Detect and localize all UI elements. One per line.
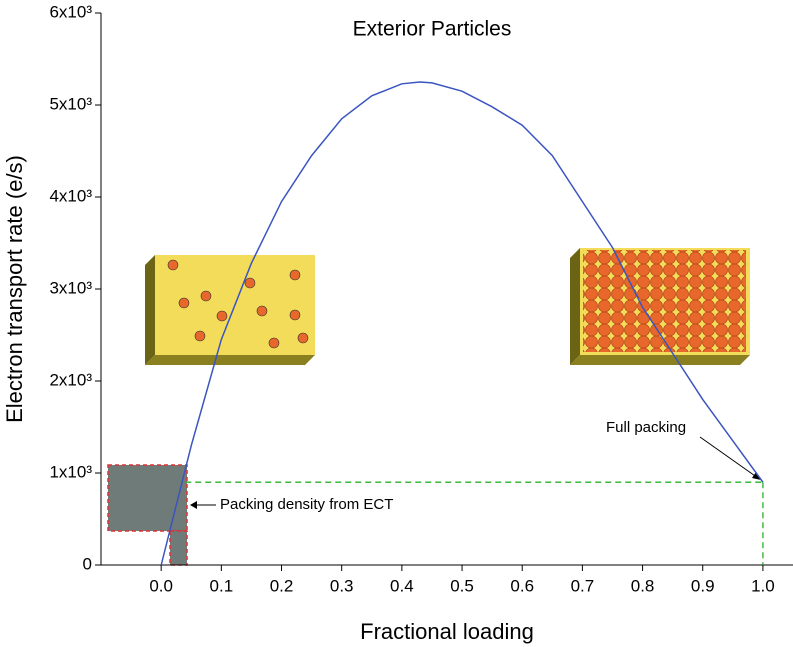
y-tick-label: 5x10³ xyxy=(49,94,92,113)
scattered-particles-illustration xyxy=(145,255,315,365)
x-axis-label: Fractional loading xyxy=(360,619,534,644)
x-tick-label: 0.8 xyxy=(631,576,655,595)
x-tick-label: 0.3 xyxy=(330,576,354,595)
y-tick-label: 6x10³ xyxy=(49,2,92,21)
highlight-box xyxy=(107,464,188,532)
annotation-arrow xyxy=(190,501,197,509)
y-tick-label: 0 xyxy=(83,554,92,573)
x-tick-label: 0.5 xyxy=(450,576,474,595)
x-tick-label: 0.9 xyxy=(691,576,715,595)
x-tick-label: 0.6 xyxy=(510,576,534,595)
y-axis-label: Electron transport rate (e/s) xyxy=(2,155,27,423)
x-tick-label: 0.0 xyxy=(149,576,173,595)
y-tick-label: 3x10³ xyxy=(49,278,92,297)
packed-particles-illustration xyxy=(570,248,750,365)
highlight-box xyxy=(169,530,188,566)
annotation: Full packing xyxy=(606,419,686,436)
y-tick-label: 1x10³ xyxy=(49,462,92,481)
x-tick-label: 0.4 xyxy=(390,576,414,595)
x-tick-label: 1.0 xyxy=(751,576,775,595)
y-tick-label: 2x10³ xyxy=(49,370,92,389)
annotation-arrow xyxy=(699,436,759,479)
y-tick-label: 4x10³ xyxy=(49,186,92,205)
annotation: Packing density from ECT xyxy=(220,496,393,513)
x-tick-label: 0.7 xyxy=(571,576,595,595)
data-line xyxy=(160,81,764,566)
chart-title: Exterior Particles xyxy=(353,18,512,41)
x-tick-label: 0.1 xyxy=(210,576,234,595)
x-tick-label: 0.2 xyxy=(270,576,294,595)
annotation-arrow xyxy=(752,472,761,480)
